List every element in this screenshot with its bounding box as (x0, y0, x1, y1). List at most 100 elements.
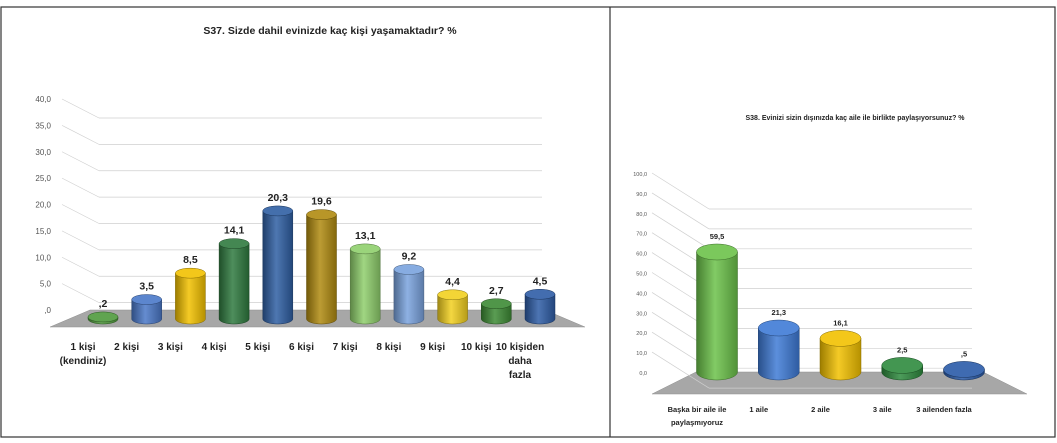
gridline-diagonal (61, 256, 100, 277)
bar-top (349, 243, 381, 255)
y-tick-label: 20,0 (35, 201, 51, 210)
bar-top (393, 264, 425, 275)
bar-body (758, 327, 800, 381)
x-category-label: 2 kişi (114, 342, 139, 353)
bar-top (758, 319, 800, 337)
y-tick-label: 30,0 (636, 311, 647, 317)
y-tick-label: 15,0 (35, 227, 51, 236)
data-label: 4,5 (533, 275, 548, 287)
chart-title: S37. Sizde dahil evinizde kaç kişi yaşam… (203, 25, 457, 37)
bar-top (819, 330, 862, 347)
data-label: 2,7 (489, 285, 504, 297)
data-label: 19,6 (311, 196, 332, 208)
gridline-diagonal (61, 177, 100, 198)
bar-body (819, 338, 862, 381)
bar-body (349, 248, 381, 325)
bar-top (218, 238, 250, 249)
y-tick-label: ,0 (44, 306, 51, 315)
bar-body (481, 303, 512, 325)
y-tick-label: 80,0 (636, 212, 647, 218)
data-label: ,2 (99, 298, 108, 310)
data-label: 4,4 (445, 276, 460, 288)
bar-top (524, 289, 556, 300)
x-category-label: (kendiniz) (60, 356, 107, 367)
x-category-label: 9 kişi (420, 342, 445, 353)
gridline-diagonal (651, 351, 710, 389)
bar-body (218, 243, 250, 325)
bar-top (481, 298, 512, 310)
outer-border (0, 6, 1056, 438)
bar-body (262, 210, 294, 325)
y-tick-label: 50,0 (636, 272, 647, 278)
bar-top (262, 205, 294, 217)
y-tick-label: 10,0 (35, 253, 51, 262)
x-category-label: 4 kişi (202, 342, 227, 353)
x-category-label: 10 kişiden (496, 342, 544, 353)
bar-top (87, 311, 119, 323)
data-label: 59,5 (710, 232, 725, 241)
y-tick-label: 100,0 (633, 172, 647, 178)
x-category-label: 2 aile (811, 405, 830, 414)
x-category-label: paylaşmıyoruz (671, 418, 723, 427)
gridline-diagonal (61, 125, 100, 145)
gridline-diagonal (61, 230, 100, 251)
x-category-label: daha (508, 356, 532, 367)
data-label: 3,5 (139, 281, 154, 293)
bar-body (437, 294, 468, 325)
bar-body (524, 294, 556, 325)
y-tick-label: 40,0 (35, 95, 51, 104)
y-tick-label: 60,0 (636, 252, 647, 258)
gridline-diagonal (651, 172, 710, 210)
bar-top (696, 243, 738, 261)
data-label: 2,5 (897, 345, 907, 354)
y-tick-label: 30,0 (35, 148, 51, 157)
y-tick-label: 90,0 (636, 192, 647, 198)
y-tick-label: 20,0 (636, 331, 647, 337)
x-category-label: 5 kişi (245, 342, 270, 353)
y-tick-label: 40,0 (636, 291, 647, 297)
data-label: 16,1 (833, 318, 848, 327)
x-category-label: 1 kişi (70, 342, 95, 353)
data-label: 20,3 (268, 192, 289, 204)
bar-top (306, 209, 337, 220)
bar-top (881, 357, 923, 374)
bar-top (131, 294, 162, 305)
data-label: 9,2 (402, 250, 417, 262)
data-label: 8,5 (183, 254, 198, 266)
x-category-label: fazla (509, 370, 532, 381)
y-tick-label: 35,0 (35, 121, 51, 130)
y-tick-label: 70,0 (636, 232, 647, 238)
gridline-diagonal (61, 151, 100, 172)
x-category-label: 8 kişi (376, 342, 401, 353)
gridline-diagonal (61, 98, 100, 119)
y-tick-label: 5,0 (40, 280, 52, 289)
chart-s38: S38. Evinizi sizin dışınızda kaç aile il… (633, 115, 1028, 427)
x-category-label: 3 kişi (158, 342, 183, 353)
bar-top (437, 289, 468, 301)
data-label: 21,3 (771, 308, 786, 317)
x-category-label: Başka bir aile ile (668, 405, 727, 414)
y-tick-label: 10,0 (636, 351, 647, 357)
bar-body (175, 272, 206, 325)
bar-top (175, 267, 206, 279)
gridline-diagonal (651, 192, 710, 230)
x-category-label: 6 kişi (289, 342, 314, 353)
y-tick-label: 0,0 (639, 371, 647, 377)
gridline-diagonal (61, 283, 100, 303)
data-label: 13,1 (355, 230, 376, 242)
x-category-label: 7 kişi (333, 342, 358, 353)
gridline-diagonal (651, 212, 710, 250)
x-category-label: 3 aile (873, 405, 892, 414)
x-category-label: 1 aile (749, 405, 768, 414)
y-tick-label: 25,0 (35, 174, 51, 183)
chart-s37: S37. Sizde dahil evinizde kaç kişi yaşam… (35, 25, 586, 381)
x-category-label: 3 ailenden fazla (916, 405, 972, 414)
gridline-diagonal (61, 204, 100, 224)
data-label: ,5 (961, 349, 967, 358)
bar-body (393, 269, 425, 325)
bar-top (943, 361, 985, 378)
data-label: 14,1 (224, 225, 245, 237)
bar-body (131, 299, 162, 325)
